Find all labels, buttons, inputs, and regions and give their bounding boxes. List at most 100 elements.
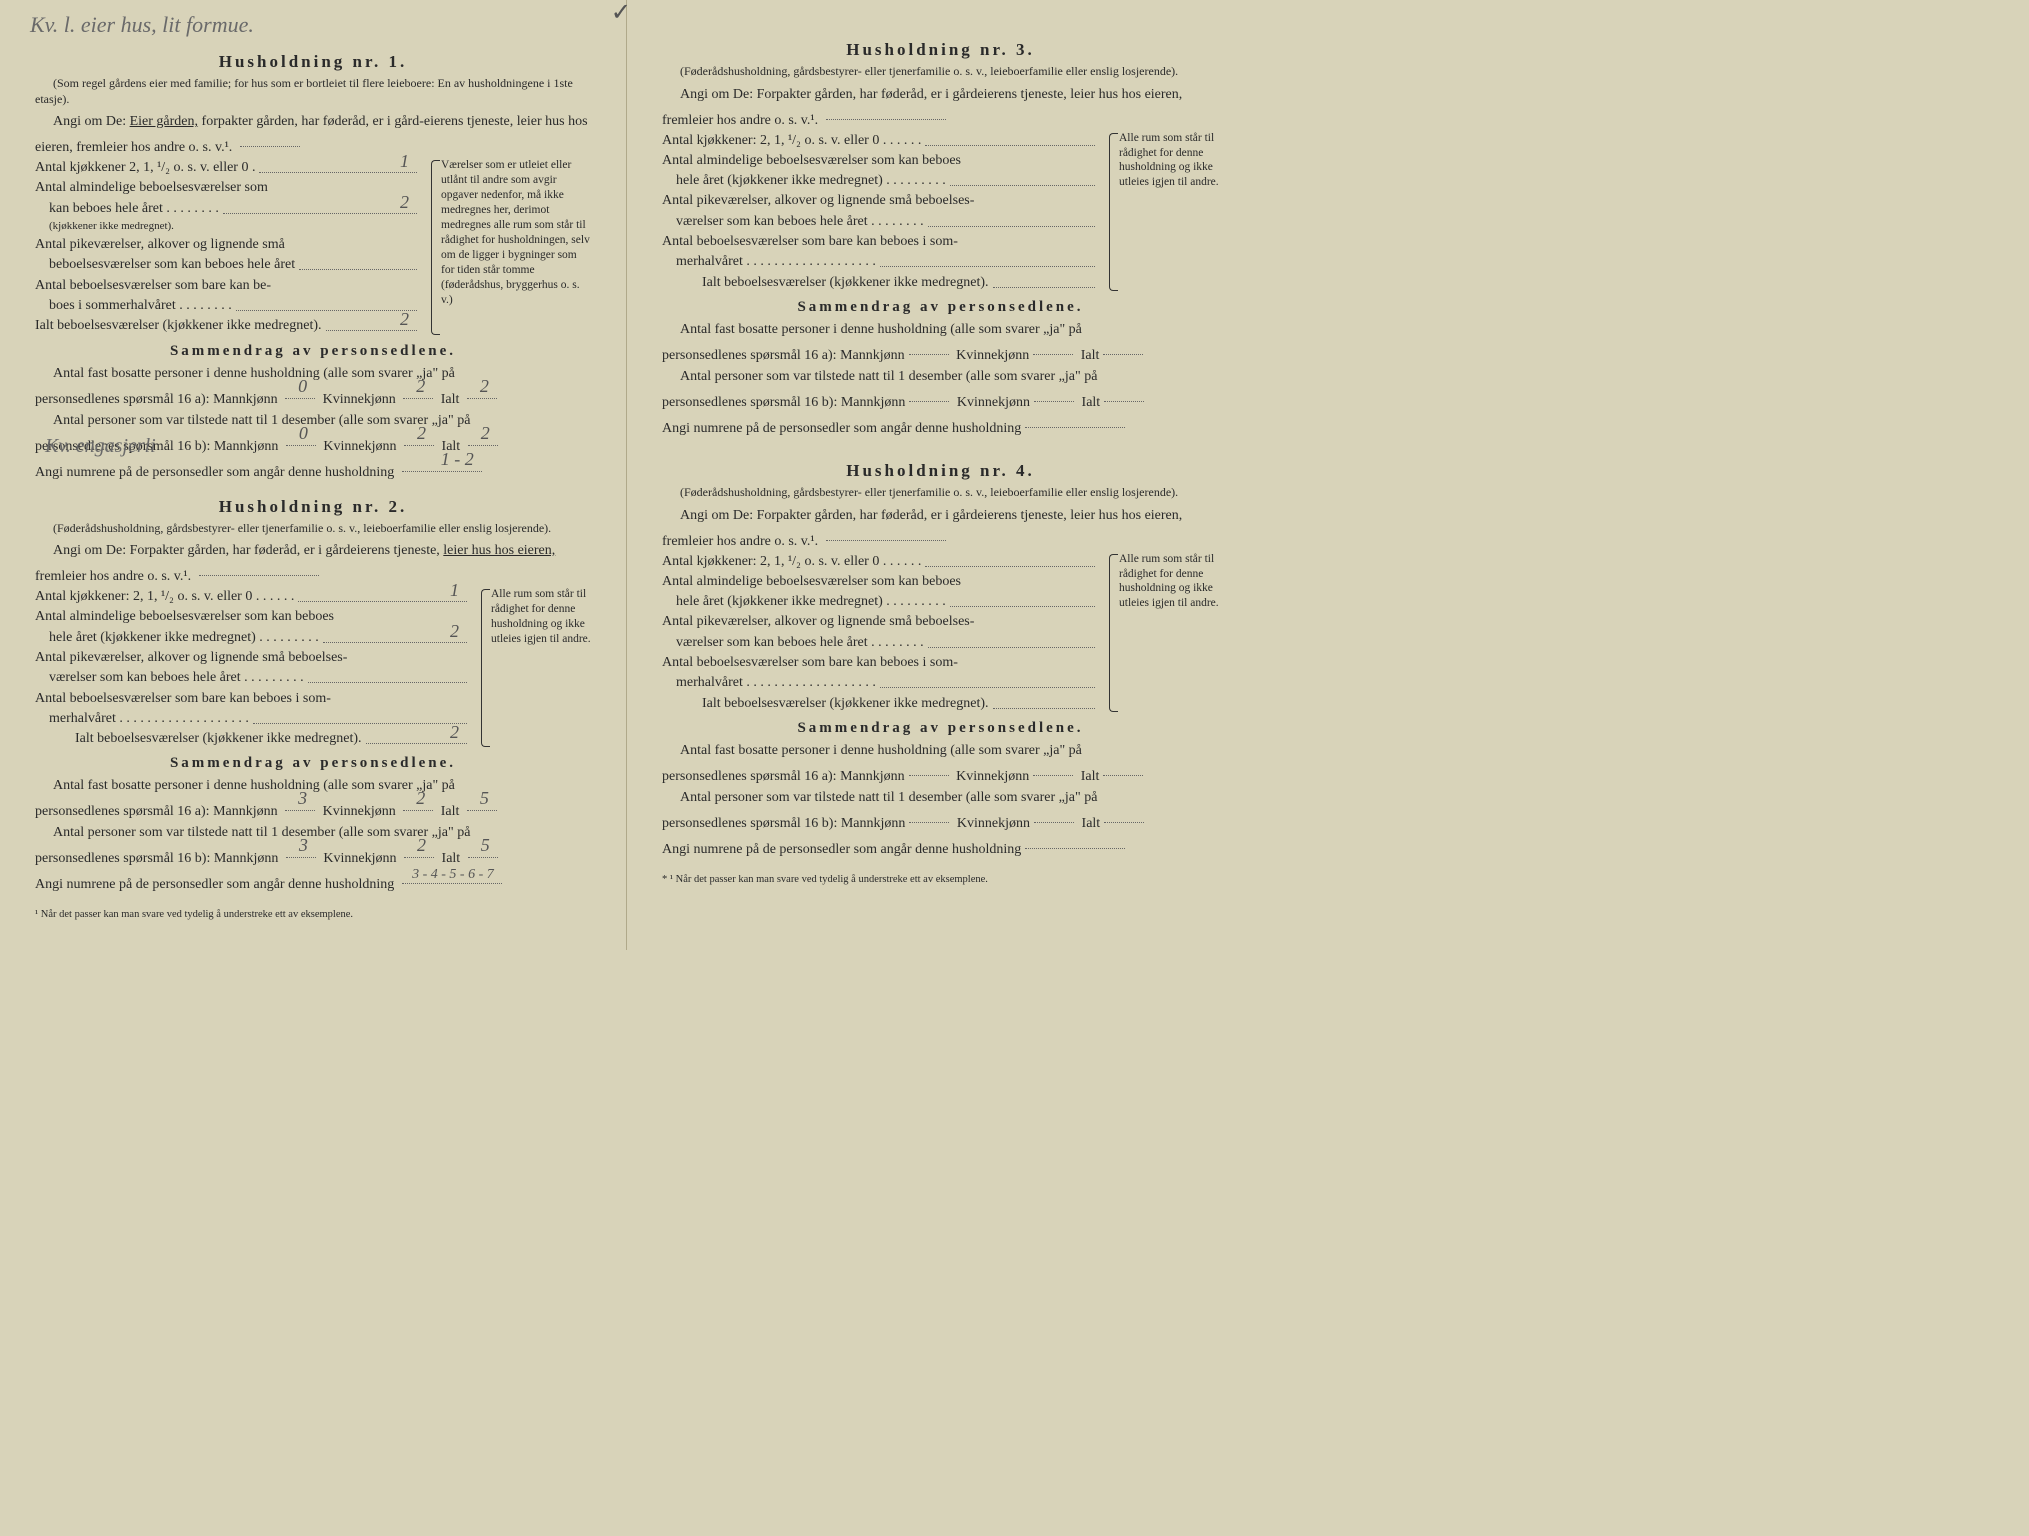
numrene-label-2: Angi numrene på de personsedler som angå… <box>35 877 394 892</box>
small-rooms-label1-3: Antal pikeværelser, alkover og lignende … <box>662 191 974 211</box>
kitchens-label: Antal kjøkkener 2, 1, ¹/₂ o. s. v. eller… <box>35 158 255 178</box>
fast-label2-3: personsedlenes spørsmål 16 a): Mannkjønn <box>662 348 905 363</box>
fast-k-2: 2 <box>416 785 425 812</box>
household-4: Husholdning nr. 4. (Føderådshusholdning,… <box>662 461 1219 860</box>
fast-line1-2: Antal fast bosatte personer i denne hush… <box>35 775 591 796</box>
small-rooms-label2-2: værelser som kan beboes hele året . . . … <box>49 668 304 688</box>
tilstede-ialt-label-4: Ialt <box>1082 816 1101 831</box>
tilstede-k-2: 2 <box>417 832 426 859</box>
fast-line1-3: Antal fast bosatte personer i denne hush… <box>662 319 1219 340</box>
summary-title-1: Sammendrag av personsedlene. <box>35 343 591 360</box>
rooms-ay-label2: kan beboes hele året . . . . . . . . <box>49 199 219 219</box>
household-1-subtitle: (Som regel gårdens eier med familie; for… <box>35 76 591 107</box>
numrene-line-2: Angi numrene på de personsedler som angå… <box>35 869 591 895</box>
summary-title-2: Sammendrag av personsedlene. <box>35 755 591 772</box>
numrene-line-4: Angi numrene på de personsedler som angå… <box>662 834 1219 860</box>
total-label-2: Ialt beboelsesværelser (kjøkkener ikke m… <box>75 729 362 749</box>
summer-rooms-label2-2: merhalvåret . . . . . . . . . . . . . . … <box>49 709 249 729</box>
household-3-status: Angi om De: Forpakter gården, har føderå… <box>662 84 1219 131</box>
fast-ialt-label-2: Ialt <box>441 804 460 819</box>
fast-k: 2 <box>416 373 425 400</box>
status-prefix-2: Angi om De: Forpakter gården, har føderå… <box>53 543 440 558</box>
household-1: Husholdning nr. 1. (Som regel gårdens ei… <box>35 52 591 483</box>
tilstede-k: 2 <box>417 420 426 447</box>
tilstede-k-label-2: Kvinnekjønn <box>323 851 396 866</box>
household-2-title: Husholdning nr. 2. <box>35 497 591 517</box>
fast-line1: Antal fast bosatte personer i denne hush… <box>35 363 591 384</box>
fast-m: 0 <box>298 373 307 400</box>
household-2: Husholdning nr. 2. (Føderådshusholdning,… <box>35 497 591 896</box>
rooms-ay-label2-2: hele året (kjøkkener ikke medregnet) . .… <box>49 628 319 648</box>
small-rooms-label2-3: værelser som kan beboes hele året . . . … <box>676 212 924 232</box>
status-prefix-3: Angi om De: Forpakter gården, har føderå… <box>680 87 1067 102</box>
fast-label2-4: personsedlenes spørsmål 16 a): Mannkjønn <box>662 769 905 784</box>
fast-k-label-3: Kvinnekjønn <box>956 348 1029 363</box>
status-prefix: Angi om De: <box>53 114 126 129</box>
household-4-title: Husholdning nr. 4. <box>662 461 1219 481</box>
fast-line2: personsedlenes spørsmål 16 a): Mannkjønn… <box>35 384 591 410</box>
household-3-title: Husholdning nr. 3. <box>662 40 1219 60</box>
household-4-sidenote: Alle rum som står til rådighet for denne… <box>1109 552 1219 714</box>
kitchens-label-3: Antal kjøkkener: 2, 1, ¹/₂ o. s. v. elle… <box>662 131 921 151</box>
tilstede-ialt: 2 <box>481 420 490 447</box>
footnote-left: ¹ Når det passer kan man svare ved tydel… <box>35 909 591 920</box>
fast-k-label-4: Kvinnekjønn <box>956 769 1029 784</box>
household-2-subtitle: (Føderådshusholdning, gårdsbestyrer- ell… <box>35 521 591 537</box>
summary-title-4: Sammendrag av personsedlene. <box>662 720 1219 737</box>
tilstede-line2-3: personsedlenes spørsmål 16 b): Mannkjønn… <box>662 387 1219 413</box>
numrene-label: Angi numrene på de personsedler som angå… <box>35 465 394 480</box>
tilstede-m-2: 3 <box>299 832 308 859</box>
rooms-ay-label1-3: Antal almindelige beboelsesværelser som … <box>662 151 961 171</box>
handwritten-annotation-top: Kv. l. eier hus, lit formue. <box>30 12 254 38</box>
household-4-subtitle: (Føderådshusholdning, gårdsbestyrer- ell… <box>662 485 1219 501</box>
small-rooms-label2-4: værelser som kan beboes hele året . . . … <box>676 633 924 653</box>
fast-ialt-label-4: Ialt <box>1081 769 1100 784</box>
fast-ialt-label: Ialt <box>441 392 460 407</box>
status-underlined-2: leier hus hos eieren, <box>443 543 555 558</box>
summary-title-3: Sammendrag av personsedlene. <box>662 299 1219 316</box>
household-3: Husholdning nr. 3. (Føderådshusholdning,… <box>662 40 1219 439</box>
rooms-ay-value: 2 <box>400 189 409 215</box>
kitchens-label-4: Antal kjøkkener: 2, 1, ¹/₂ o. s. v. elle… <box>662 552 921 572</box>
fast-ialt-2: 5 <box>480 785 489 812</box>
rooms-ay-label2-4: hele året (kjøkkener ikke medregnet) . .… <box>676 592 946 612</box>
status-rest-2: fremleier hos andre o. s. v.¹. <box>35 569 191 584</box>
household-2-sidenote: Alle rum som står til rådighet for denne… <box>481 587 591 749</box>
household-1-title: Husholdning nr. 1. <box>35 52 591 72</box>
numrene-line-3: Angi numrene på de personsedler som angå… <box>662 413 1219 439</box>
total-label: Ialt beboelsesværelser (kjøkkener ikke m… <box>35 316 322 336</box>
tilstede-ialt-label-3: Ialt <box>1082 395 1101 410</box>
kitchens-value: 1 <box>400 148 409 174</box>
tilstede-line2-2: personsedlenes spørsmål 16 b): Mannkjønn… <box>35 843 591 869</box>
summer-rooms-label2: boes i sommerhalvåret . . . . . . . . <box>49 296 232 316</box>
tilstede-line1-2: Antal personer som var tilstede natt til… <box>35 822 591 843</box>
kitchens-value-2: 1 <box>450 577 459 603</box>
summer-rooms-label2-4: merhalvåret . . . . . . . . . . . . . . … <box>676 673 876 693</box>
rooms-ay-label1-4: Antal almindelige beboelsesværelser som … <box>662 572 961 592</box>
tilstede-label2-3: personsedlenes spørsmål 16 b): Mannkjønn <box>662 395 905 410</box>
household-4-status: Angi om De: Forpakter gården, har føderå… <box>662 505 1219 552</box>
numrene-line: Angi numrene på de personsedler som angå… <box>35 457 591 483</box>
small-rooms-label1-2: Antal pikeværelser, alkover og lignende … <box>35 648 347 668</box>
fast-m-2: 3 <box>298 785 307 812</box>
kitchens-label-2: Antal kjøkkener: 2, 1, ¹/₂ o. s. v. elle… <box>35 587 294 607</box>
summer-rooms-label1: Antal beboelsesværelser som bare kan be- <box>35 276 271 296</box>
rooms-ay-label1-2: Antal almindelige beboelsesværelser som … <box>35 607 334 627</box>
household-1-status: Angi om De: Eier gården, forpakter gårde… <box>35 111 591 158</box>
numrene-label-4: Angi numrene på de personsedler som angå… <box>662 842 1021 857</box>
fast-line2-4: personsedlenes spørsmål 16 a): Mannkjønn… <box>662 761 1219 787</box>
fast-ialt-label-3: Ialt <box>1081 348 1100 363</box>
status-underlined: Eier gården, <box>130 114 198 129</box>
numrene-value-2: 3 - 4 - 5 - 6 - 7 <box>412 864 494 885</box>
fast-line2-3: personsedlenes spørsmål 16 a): Mannkjønn… <box>662 340 1219 366</box>
total-value: 2 <box>400 306 409 332</box>
tilstede-line1: Antal personer som var tilstede natt til… <box>35 410 591 431</box>
small-rooms-label1-4: Antal pikeværelser, alkover og lignende … <box>662 612 974 632</box>
tilstede-line2-4: personsedlenes spørsmål 16 b): Mannkjønn… <box>662 808 1219 834</box>
tilstede-m: 0 <box>299 420 308 447</box>
numrene-label-3: Angi numrene på de personsedler som angå… <box>662 421 1021 436</box>
rooms-ay-note: (kjøkkener ikke medregnet). <box>49 219 174 235</box>
rooms-ay-label1: Antal almindelige beboelsesværelser som <box>35 178 268 198</box>
left-page: Kv. l. eier hus, lit formue. Husholdning… <box>0 0 627 950</box>
tilstede-ialt-2: 5 <box>481 832 490 859</box>
